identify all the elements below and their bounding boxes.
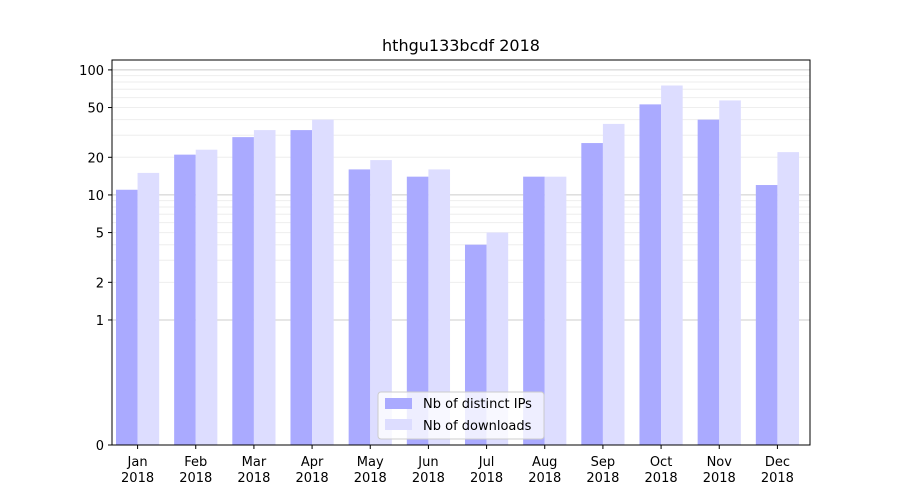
bar-distinct-ips-sep xyxy=(581,143,603,445)
grid-lines xyxy=(112,69,810,321)
x-tick-label-year: 2018 xyxy=(645,471,678,486)
bars xyxy=(115,85,800,446)
bar-downloads-aug xyxy=(544,176,567,445)
legend-swatch-downloads xyxy=(385,419,412,430)
bar-downloads-mar xyxy=(253,130,276,445)
y-tick-label: 50 xyxy=(87,102,104,117)
bar-downloads-feb xyxy=(195,149,218,446)
legend-box xyxy=(377,391,545,440)
bar-distinct-ips-nov xyxy=(697,119,720,446)
x-tick-label-year: 2018 xyxy=(179,471,212,486)
x-tick-label-month: May xyxy=(357,455,384,470)
y-tick-label: 100 xyxy=(79,64,104,79)
y-tick-label: 2 xyxy=(96,276,104,291)
x-tick-label-month: Feb xyxy=(184,455,207,470)
chart-title: hthgu133bcdf 2018 xyxy=(382,36,540,55)
legend: Nb of distinct IPs Nb of downloads xyxy=(377,391,545,440)
x-tick-label-year: 2018 xyxy=(586,471,619,486)
x-tick-label-year: 2018 xyxy=(703,471,736,486)
x-axis: Jan2018Feb2018Mar2018Apr2018May2018Jun20… xyxy=(121,445,794,486)
bar-distinct-ips-aug xyxy=(523,176,545,445)
y-tick-label: 20 xyxy=(87,151,104,166)
x-tick-label-month: Nov xyxy=(707,455,733,470)
x-tick-label-month: Jul xyxy=(478,455,495,470)
bar-distinct-ips-may xyxy=(348,169,371,445)
legend-label-downloads: Nb of downloads xyxy=(423,419,532,434)
plot-frame xyxy=(111,59,811,446)
bar-downloads-sep xyxy=(602,123,625,445)
bar-distinct-ips-jan xyxy=(115,189,138,445)
bar-downloads-apr xyxy=(312,119,334,446)
bar-downloads-jan xyxy=(137,172,160,445)
x-tick-label-month: Oct xyxy=(650,455,672,470)
y-tick-label: 0 xyxy=(96,439,104,454)
legend-swatch-distinct-ips xyxy=(385,398,412,409)
x-tick-label-month: Apr xyxy=(301,455,324,470)
x-tick-label-year: 2018 xyxy=(470,471,503,486)
bar-downloads-jun xyxy=(428,169,451,445)
bar-downloads-may xyxy=(370,160,392,445)
x-tick-label-month: Jan xyxy=(127,455,148,470)
x-tick-label-year: 2018 xyxy=(412,471,445,486)
bar-downloads-oct xyxy=(661,85,683,445)
bar-downloads-dec xyxy=(777,152,800,445)
x-tick-label-year: 2018 xyxy=(296,471,329,486)
x-tick-label-month: Dec xyxy=(765,455,790,470)
x-tick-label-year: 2018 xyxy=(237,471,270,486)
x-tick-label-year: 2018 xyxy=(354,471,387,486)
bar-distinct-ips-mar xyxy=(232,137,254,445)
y-tick-label: 1 xyxy=(96,314,104,329)
x-tick-label-month: Mar xyxy=(242,455,267,470)
bar-distinct-ips-jun xyxy=(406,176,429,445)
bar-distinct-ips-dec xyxy=(755,185,778,445)
y-tick-label: 10 xyxy=(87,189,104,204)
x-tick-label-month: Aug xyxy=(532,455,557,470)
x-tick-label-month: Jun xyxy=(417,455,438,470)
y-tick-label: 5 xyxy=(96,227,104,242)
x-tick-label-year: 2018 xyxy=(121,471,154,486)
x-tick-label-year: 2018 xyxy=(761,471,794,486)
y-axis: 0 1 2 5 10 20 50 100 xyxy=(79,64,112,454)
bar-downloads-nov xyxy=(719,100,741,445)
bar-distinct-ips-oct xyxy=(639,104,662,445)
bar-distinct-ips-apr xyxy=(290,130,313,445)
x-tick-label-year: 2018 xyxy=(528,471,561,486)
legend-label-distinct-ips: Nb of distinct IPs xyxy=(423,397,532,412)
bar-distinct-ips-feb xyxy=(174,154,196,446)
x-tick-label-month: Sep xyxy=(591,455,616,470)
